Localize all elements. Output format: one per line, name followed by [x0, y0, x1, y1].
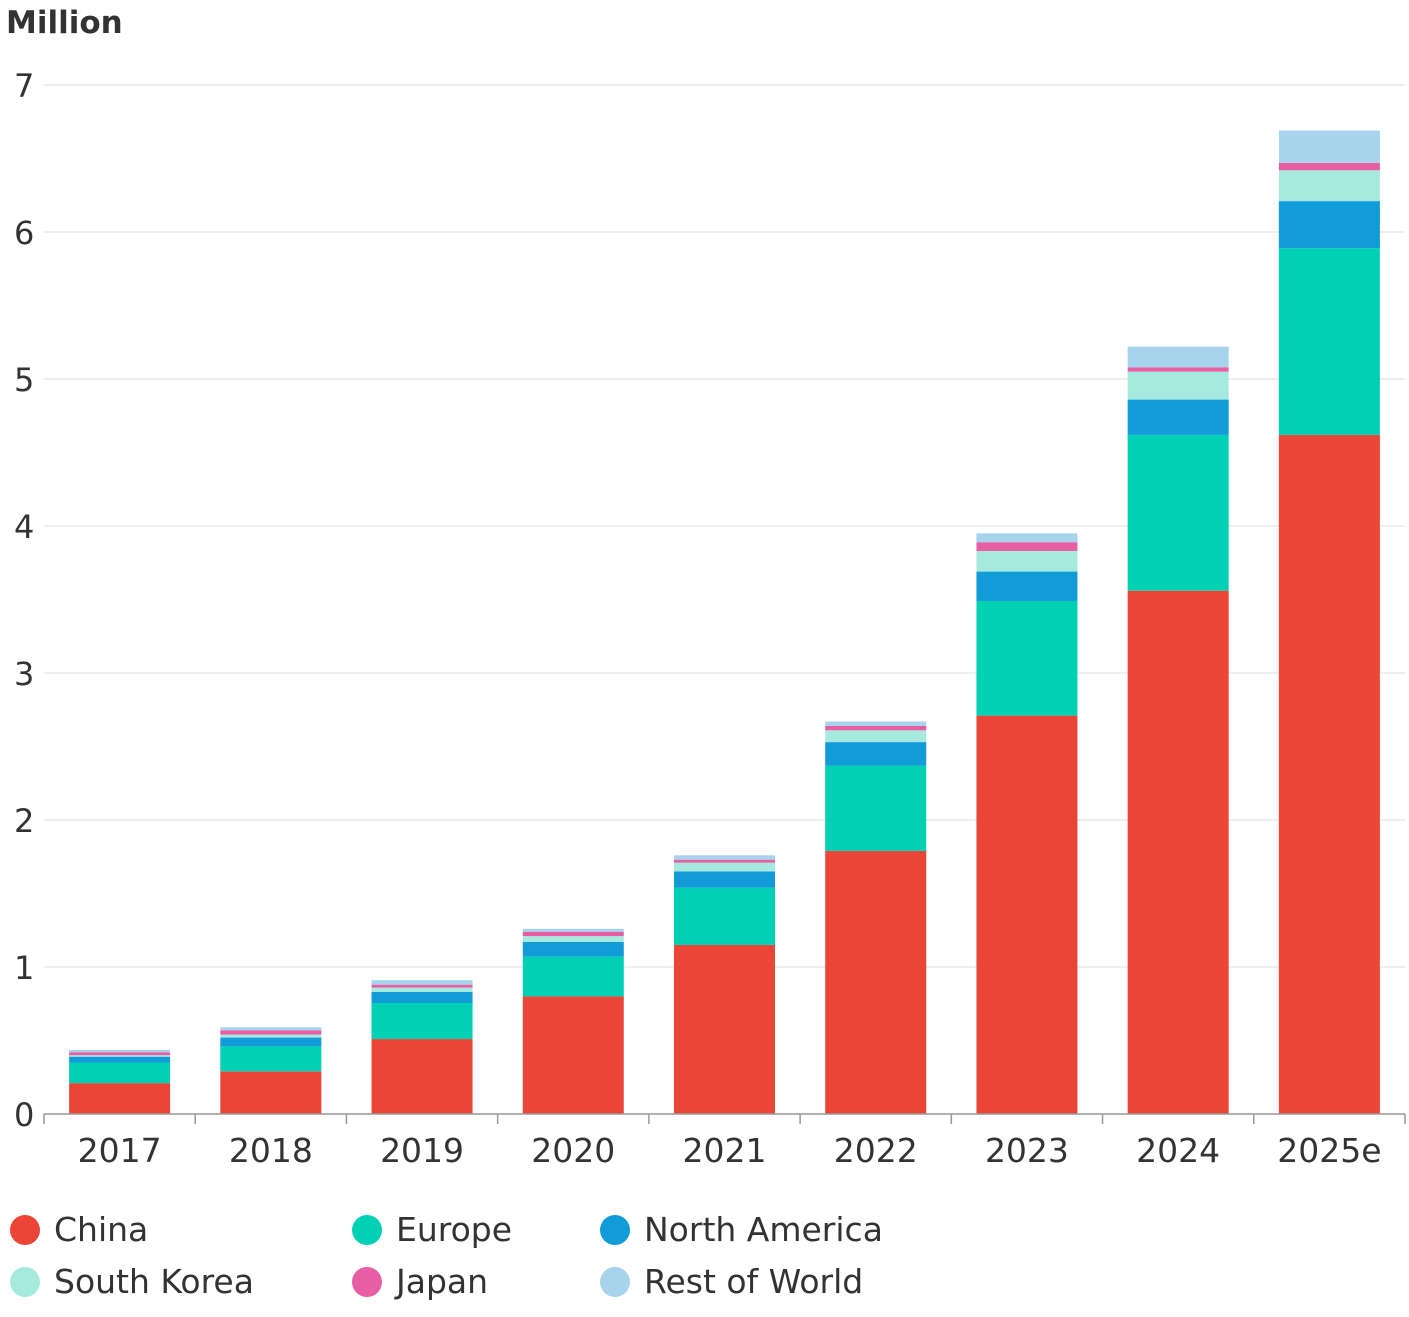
bar-segment-japan — [1278, 162, 1380, 171]
bar-segment-japan — [976, 542, 1078, 551]
bar-segment-north-america — [371, 991, 473, 1004]
x-tick-label: 2021 — [683, 1131, 767, 1170]
bar-segment-rest-of-world — [522, 928, 624, 932]
bar-segment-china — [1278, 434, 1380, 1114]
bar-segment-south-korea — [69, 1055, 171, 1057]
y-tick-label: 1 — [14, 949, 34, 987]
bar-segment-europe — [976, 600, 1078, 716]
legend-item: Japan — [352, 1262, 488, 1301]
bar-segment-japan — [522, 931, 624, 937]
bar-segment-europe — [825, 765, 927, 851]
bar-segment-south-korea — [522, 936, 624, 943]
legend-swatch — [600, 1214, 630, 1245]
bar-segment-south-korea — [1278, 170, 1380, 202]
bar-segment-japan — [69, 1052, 171, 1056]
bar-segment-north-america — [976, 571, 1078, 601]
axes: 0 1 2 3 4 5 6 7 2017 2018 2019 2020 2021 2022 2023 2024… — [14, 67, 1406, 1170]
legend-swatch — [600, 1266, 630, 1297]
x-tick-label: 2019 — [380, 1131, 464, 1170]
bar-segment-north-america — [220, 1037, 322, 1047]
bar-segment-japan — [674, 859, 775, 863]
bar-segment-south-korea — [220, 1034, 322, 1038]
legend-item: South Korea — [10, 1262, 254, 1301]
bar-segment-south-korea — [976, 550, 1078, 572]
bar-segment-europe — [69, 1062, 171, 1084]
bar-segment-north-america — [69, 1056, 171, 1063]
legend-item: China — [10, 1210, 148, 1249]
bar-segment-china — [220, 1071, 322, 1114]
legend-swatch — [10, 1214, 40, 1245]
bar-segment-japan — [220, 1030, 322, 1035]
x-tick-label: 2017 — [78, 1131, 162, 1170]
y-tick-label: 3 — [14, 655, 34, 693]
legend-label: Japan — [396, 1262, 489, 1301]
bar-segment-europe — [220, 1046, 322, 1072]
y-tick-label: 0 — [14, 1096, 34, 1134]
legend-label: South Korea — [54, 1262, 254, 1301]
x-tick-label: 2018 — [229, 1131, 313, 1170]
y-tick-label: 2 — [14, 802, 34, 840]
x-tick-label: 2020 — [531, 1131, 615, 1170]
legend-item: North America — [600, 1210, 883, 1249]
y-tick-label: 6 — [14, 214, 34, 252]
bars — [69, 130, 1380, 1114]
bar-segment-south-korea — [1127, 371, 1229, 400]
bar-segment-japan — [1127, 367, 1229, 372]
gridlines — [44, 84, 1405, 968]
legend-label: China — [54, 1210, 149, 1249]
legend-swatch — [352, 1214, 382, 1245]
bar-segment-europe — [1278, 248, 1380, 435]
legend-swatch — [352, 1266, 382, 1297]
bar-segment-north-america — [1127, 399, 1229, 435]
y-tick-label: 5 — [14, 361, 34, 399]
bar-segment-south-korea — [371, 987, 473, 992]
bar-segment-south-korea — [674, 862, 775, 872]
bar-segment-rest-of-world — [220, 1027, 322, 1031]
y-tick-label: 4 — [14, 508, 34, 546]
bar-segment-rest-of-world — [1278, 130, 1380, 163]
bar-segment-europe — [674, 887, 775, 945]
bar-segment-rest-of-world — [1127, 346, 1229, 368]
y-axis-label: Million — [6, 5, 123, 41]
x-tick-label: 2025e — [1277, 1131, 1381, 1170]
bar-segment-japan — [825, 725, 927, 731]
bar-segment-north-america — [522, 942, 624, 957]
bar-segment-china — [69, 1083, 171, 1114]
legend-swatch — [10, 1266, 40, 1297]
bar-segment-china — [371, 1039, 473, 1114]
bar-segment-rest-of-world — [674, 855, 775, 860]
bar-segment-europe — [522, 956, 624, 997]
x-tick-label: 2024 — [1136, 1131, 1220, 1170]
bar-segment-rest-of-world — [69, 1050, 171, 1053]
y-tick-label: 7 — [14, 67, 34, 105]
bar-segment-china — [1127, 590, 1229, 1114]
legend-label: Rest of World — [644, 1262, 864, 1301]
bar-segment-japan — [371, 984, 473, 988]
bar-segment-rest-of-world — [371, 980, 473, 985]
bar-segment-north-america — [825, 742, 927, 766]
bar-segment-europe — [371, 1003, 473, 1040]
x-tick-label: 2023 — [985, 1131, 1069, 1170]
bar-segment-north-america — [1278, 201, 1380, 249]
legend-label: North America — [644, 1210, 883, 1249]
bar-segment-rest-of-world — [976, 533, 1078, 543]
bar-segment-rest-of-world — [825, 721, 927, 726]
legend-item: Rest of World — [600, 1262, 863, 1301]
bar-segment-china — [976, 715, 1078, 1114]
bar-segment-china — [674, 944, 775, 1114]
bar-segment-north-america — [674, 871, 775, 888]
x-tick-label: 2022 — [834, 1131, 918, 1170]
bar-segment-south-korea — [825, 730, 927, 743]
legend-label: Europe — [396, 1210, 513, 1249]
stacked-bar-chart: Million 0 1 2 3 4 5 6 7 2017 2018 2019 2020 2021 2022… — [6, 5, 1406, 1170]
legend-item: Europe — [352, 1210, 512, 1249]
bar-segment-china — [825, 850, 927, 1114]
bar-segment-china — [522, 996, 624, 1114]
bar-segment-europe — [1127, 434, 1229, 591]
